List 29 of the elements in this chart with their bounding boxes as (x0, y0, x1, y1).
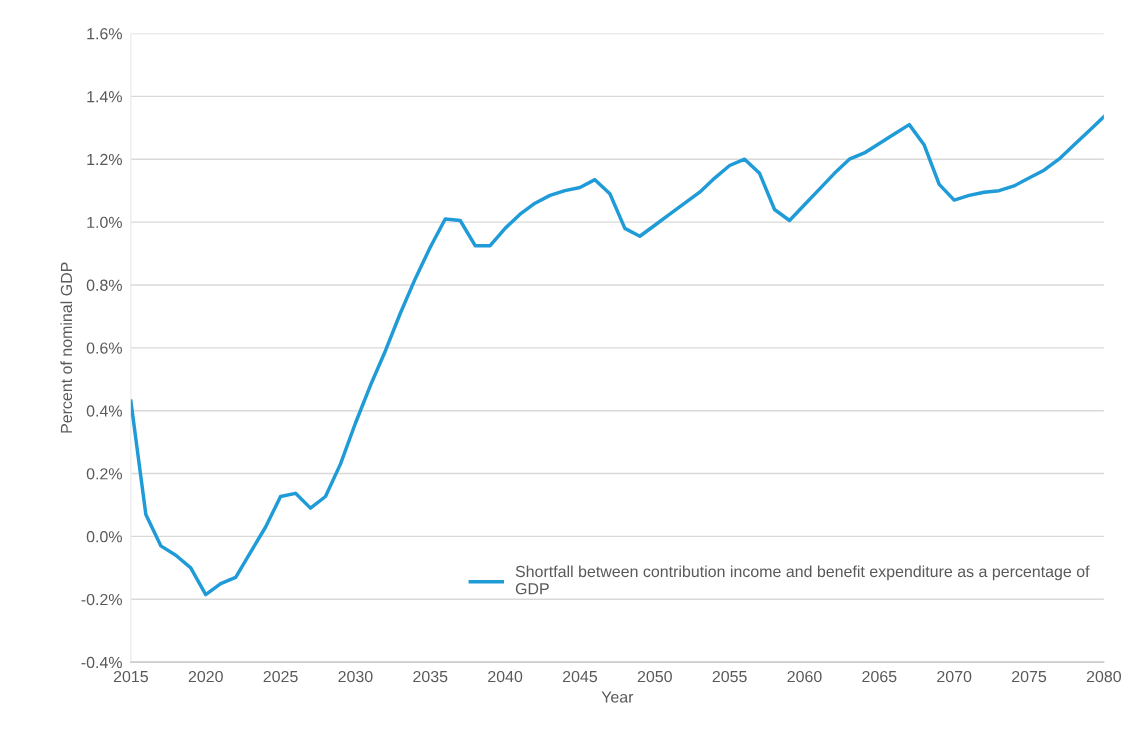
x-tick-label: 2020 (188, 670, 223, 683)
x-tick-label: 2015 (113, 670, 148, 683)
y-tick-label: 0.8% (86, 279, 122, 291)
x-tick-label: 2035 (413, 670, 448, 683)
x-tick-label: 2065 (862, 670, 897, 683)
y-tick-label: 0.0% (86, 531, 122, 543)
legend-label: Shortfall between contribution income and benefit expenditure as a percentage of GDP (515, 565, 1090, 595)
x-tick-label: 2080 (1086, 670, 1121, 683)
y-tick-label: 0.2% (86, 468, 122, 480)
y-tick-label: 0.6% (86, 342, 122, 354)
x-tick-label: 2025 (263, 670, 298, 683)
y-tick-label: 1.6% (87, 28, 122, 40)
x-axis-title: Year (601, 691, 634, 703)
x-tick-label: 2030 (338, 670, 373, 683)
line-series (130, 115, 1104, 597)
y-tick-label: 1.0% (87, 216, 122, 229)
y-tick-label: 1.2% (87, 153, 122, 166)
y-tick-label: 1.4% (87, 91, 122, 103)
y-tick-label: -0.2% (81, 593, 122, 606)
x-tick-label: 2060 (787, 670, 822, 683)
y-tick-label: 0.4% (86, 405, 122, 417)
y-tick-label: -0.4% (81, 656, 122, 669)
x-tick-label: 2075 (1012, 670, 1047, 683)
x-tick-label: 2055 (712, 670, 747, 683)
x-tick-label: 2050 (637, 670, 672, 683)
x-tick-label: 2045 (562, 670, 598, 683)
x-tick-label: 2070 (937, 670, 972, 683)
x-tick-label: 2040 (488, 670, 523, 683)
y-axis-title: Percent of nominal GDP (60, 262, 73, 433)
